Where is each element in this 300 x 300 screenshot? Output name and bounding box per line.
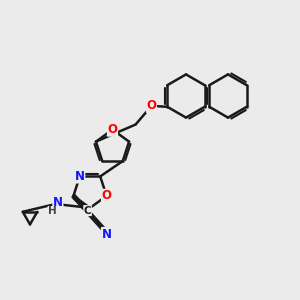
Text: H: H	[48, 206, 57, 217]
Text: O: O	[146, 99, 157, 112]
Text: O: O	[107, 123, 118, 136]
Text: N: N	[101, 227, 112, 241]
Text: N: N	[75, 170, 85, 183]
Text: C: C	[84, 206, 92, 216]
Text: N: N	[53, 196, 63, 209]
Text: O: O	[101, 189, 112, 203]
